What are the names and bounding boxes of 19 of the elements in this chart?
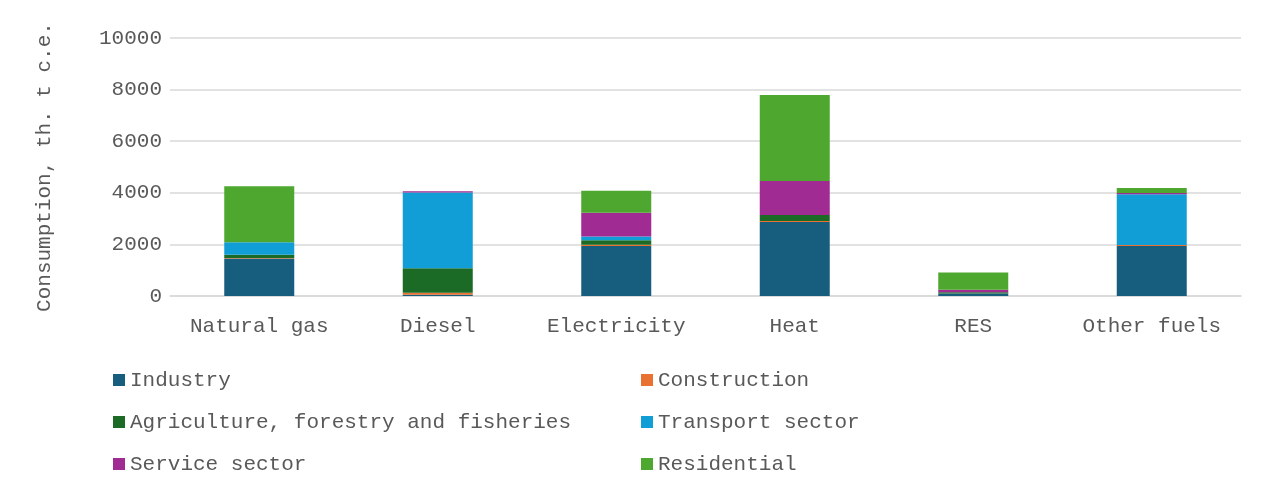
x-tick-label: Natural gas [189,315,329,338]
legend-label: Residential [658,452,797,476]
y-tick-label: 0 [149,284,162,308]
legend-label: Construction [658,368,810,392]
legend-label: Transport sector [658,410,860,434]
y-tick-label: 6000 [111,129,162,153]
x-tick-label: Diesel [399,315,476,338]
y-axis-title: Consumption, th. t c.e. [33,22,56,312]
legend-label: Industry [130,368,231,392]
y-tick-label: 10000 [98,26,162,50]
y-tick-label: 8000 [111,78,162,102]
legend-label: Agriculture, forestry and fisheries [130,410,572,434]
legend-label: Service sector [130,452,307,476]
x-tick-label: Heat [769,315,820,338]
y-tick-label: 4000 [111,181,162,205]
x-tick-label: Electricity [546,315,686,338]
y-tick-label: 2000 [111,232,162,256]
x-tick-label: RES [954,315,993,338]
x-tick-label: Other fuels [1082,315,1222,338]
